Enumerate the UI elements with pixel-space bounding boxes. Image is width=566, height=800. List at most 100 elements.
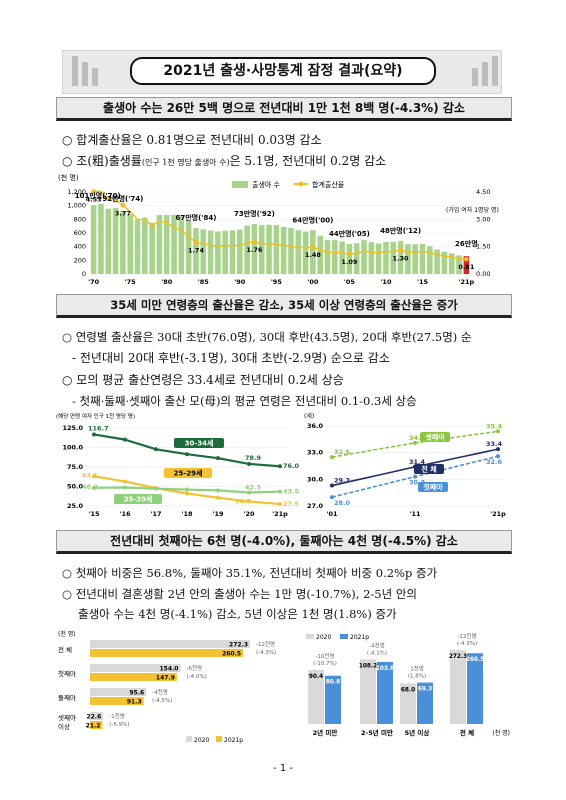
decoration-bar	[92, 68, 98, 86]
category-label: 5년 이상	[405, 728, 430, 737]
legend-births-swatch	[232, 181, 248, 188]
births-callout: 73만명('92)	[234, 209, 275, 218]
bar-2020	[450, 650, 466, 724]
series-point	[154, 486, 158, 491]
series-tag-label: 25-29세	[174, 469, 203, 478]
value-label: 147.9	[156, 675, 175, 682]
series-point	[330, 455, 334, 460]
series-tag-box	[164, 468, 212, 478]
change-note: (-4.3%)	[256, 650, 276, 656]
y-left-tick-label: 1,200	[67, 188, 86, 196]
tfr-value-label: 1.76	[246, 246, 263, 254]
bar-2021	[417, 682, 433, 724]
births-callout: 26만명	[455, 239, 478, 248]
births-bar	[427, 246, 433, 274]
section1-heading: 출생아 수는 26만 5백 명으로 전년대비 1만 1천 8백 명(-4.3%)…	[56, 97, 512, 121]
value-label: 272.3	[229, 642, 248, 649]
chart1-bars	[90, 203, 470, 274]
bar-2021	[90, 721, 103, 729]
births-bar	[412, 244, 418, 274]
births-bar	[90, 205, 97, 274]
y-right-tick-label: 4.50	[476, 188, 490, 196]
x-tick-label: '11	[409, 510, 421, 518]
series-point	[247, 499, 251, 504]
decoration-bar	[472, 68, 478, 86]
x-tick-label: '75	[125, 278, 137, 286]
change-note: -4천명	[152, 688, 168, 696]
births-bar	[339, 241, 345, 274]
y-right-tick-label: 3.00	[476, 215, 490, 223]
value-label: 21.2	[86, 723, 101, 730]
page-number: - 1 -	[273, 763, 293, 774]
chart1-left-unit: (천 명)	[58, 173, 79, 182]
section3-bullet2: ○ 전년대비 결혼생활 2년 안의 출생아 수는 1만 명(-10.7%), 2…	[62, 587, 417, 601]
tfr-value-label: 3.77	[115, 209, 131, 217]
births-bar	[215, 231, 221, 274]
births-bar	[237, 229, 243, 274]
value-label: 76.0	[283, 462, 300, 470]
series-tag-box	[174, 438, 224, 448]
series-point	[247, 490, 251, 495]
change-note: (-4.5%)	[152, 698, 172, 704]
y-tick-label: 100.0	[62, 444, 83, 452]
series-point	[123, 485, 127, 490]
change-note: (-5.9%)	[109, 722, 129, 728]
legend-tfr-marker	[298, 181, 304, 187]
page-title: 2021년 출생·사망통계 잠정 결과(요약)	[130, 57, 436, 85]
series-tag-label: 35-39세	[124, 495, 153, 504]
section1-bullet1: ○ 합계출산율은 0.81명으로 전년대비 0.03명 감소	[62, 133, 322, 147]
series-tag-label: 셋째아	[425, 433, 445, 442]
series-point	[278, 489, 282, 494]
marriage-duration-chart: 2020 2021p 90.480.8 -10천명(-10.7%) 2년 미만 108.2…	[306, 632, 510, 737]
births-callout: 48만명('12)	[380, 226, 421, 235]
series-point	[92, 432, 96, 437]
x-tick-label: '17	[150, 510, 161, 518]
section3-heading: 전년대비 첫째아는 6천 명(-4.0%), 둘째아는 4천 명(-4.5%) …	[56, 530, 512, 554]
chart1-axes: 0 200 400 600 800 1,000 1,200 0.00 1.50 3.00 4.50 '…	[67, 188, 490, 286]
series-point	[92, 485, 96, 490]
legend-2021-swatch	[216, 736, 222, 742]
births-callout: 92만명('74)	[102, 194, 143, 203]
y-tick-label: 27.0	[307, 502, 324, 510]
value-label: 42.3	[245, 484, 261, 492]
births-callout: 101만명('70)	[75, 191, 121, 200]
series-point	[123, 479, 127, 484]
tfr-point	[347, 251, 352, 257]
tfr-value-label: 0.81	[458, 263, 475, 271]
series-tag-box	[414, 464, 444, 474]
x-tick-label: '10	[380, 278, 392, 286]
series-point	[154, 447, 158, 452]
y-left-tick-label: 200	[74, 256, 86, 264]
births-bar	[200, 229, 207, 274]
value-label: 108.2	[359, 663, 377, 669]
births-bar	[229, 230, 236, 274]
change-note: -12천명	[256, 640, 275, 648]
change-note: (-4.0%)	[186, 674, 206, 680]
series-point	[413, 440, 417, 445]
y-left-tick-label: 0	[82, 270, 86, 278]
chart2-unit: (해당 연령 여자 인구 1천 명당 명)	[56, 412, 135, 420]
series-point	[278, 502, 282, 507]
x-tick-label: '70	[88, 278, 100, 286]
value-label: 95.6	[129, 690, 144, 697]
x-tick-label: '80	[161, 278, 173, 286]
section2-dash1: - 전년대비 20대 후반(-3.1명), 30대 초반(-2.9명) 순으로 …	[72, 351, 390, 365]
births-tfr-chart: (천 명) (가임 여자 1명당 명) 출생아 수 합계출산율 0 200 400 6…	[58, 173, 499, 286]
y-tick-label: 33.0	[307, 449, 324, 457]
y-left-tick-label: 600	[74, 229, 86, 237]
decoration-bar	[482, 62, 488, 86]
series-point	[185, 487, 189, 492]
series-point	[123, 437, 127, 442]
births-bar	[463, 256, 470, 274]
section2-bullet1: ○ 연령별 출산율은 30대 초반(76.0명), 30대 후반(43.5명),…	[62, 330, 472, 344]
series-point	[278, 464, 282, 469]
x-tick-label: '15	[417, 278, 429, 286]
tfr-point	[252, 239, 257, 245]
births-callout: 44만명('05)	[329, 229, 370, 238]
births-bar	[448, 253, 455, 274]
category-label: 2년 미만	[313, 728, 338, 737]
decoration-bar	[492, 56, 498, 86]
series-point	[330, 495, 334, 500]
